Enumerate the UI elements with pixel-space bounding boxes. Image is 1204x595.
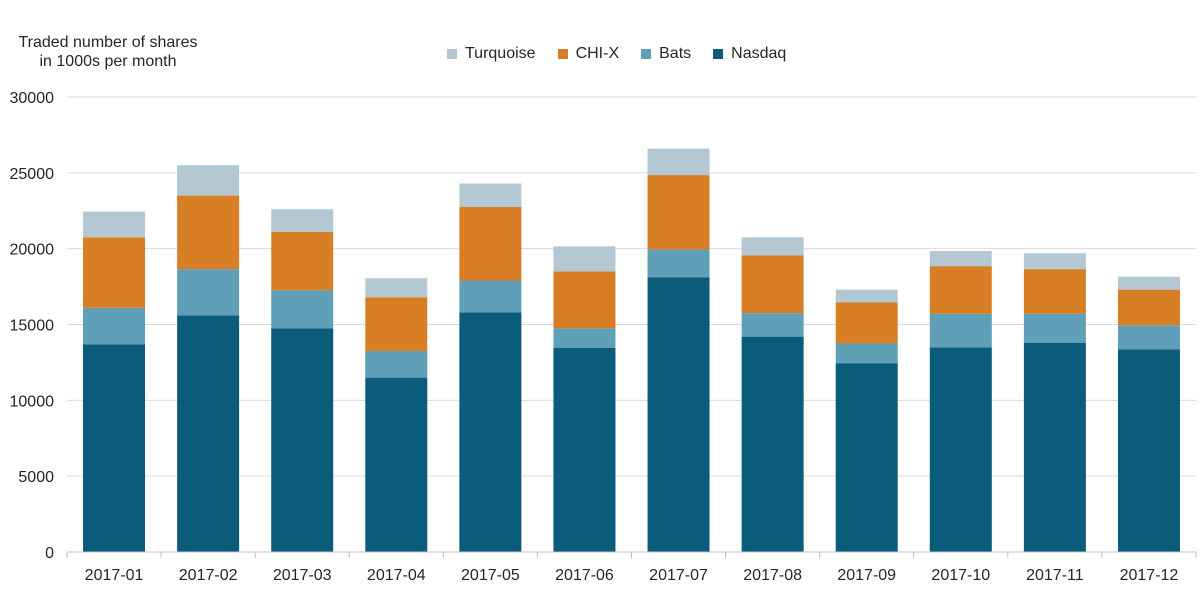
y-axis-title: Traded number of shares in 1000s per mon… [8, 33, 208, 71]
y-axis-title-line-2: in 1000s per month [39, 53, 177, 70]
bar-turquoise-2017-05 [459, 183, 522, 207]
x-tick-label-2017-01: 2017-01 [85, 567, 144, 584]
bar-bats-2017-05 [459, 280, 522, 313]
legend-item-bats: Bats [641, 45, 691, 63]
bar-chix-2017-12 [1117, 289, 1180, 326]
bar-turquoise-2017-12 [1117, 276, 1180, 290]
legend-swatch-bats [641, 49, 652, 59]
bar-chix-2017-10 [929, 266, 992, 314]
y-tick-label-30000: 30000 [10, 90, 55, 107]
bar-chix-2017-11 [1023, 269, 1086, 314]
legend-label-nasdaq: Nasdaq [731, 45, 787, 62]
x-tick-label-2017-07: 2017-07 [649, 567, 708, 584]
legend-swatch-nasdaq [713, 49, 724, 59]
bar-nasdaq-2017-12 [1117, 349, 1180, 552]
bar-turquoise-2017-02 [177, 165, 240, 196]
bar-bats-2017-04 [365, 351, 428, 378]
bar-chix-2017-05 [459, 206, 522, 281]
bar-bats-2017-06 [553, 328, 616, 349]
bar-bats-2017-07 [647, 249, 710, 278]
bar-nasdaq-2017-02 [177, 315, 240, 552]
bar-bats-2017-01 [83, 307, 146, 345]
y-tick-label-0: 0 [45, 545, 54, 562]
bar-turquoise-2017-01 [83, 211, 146, 238]
x-tick-label-2017-03: 2017-03 [273, 567, 332, 584]
bar-chix-2017-04 [365, 297, 428, 352]
legend-label-turquoise: Turquoise [465, 45, 536, 62]
bar-nasdaq-2017-06 [553, 348, 616, 552]
legend-label-chix: CHI-X [575, 45, 620, 62]
bar-nasdaq-2017-07 [647, 277, 710, 552]
x-tick-label-2017-04: 2017-04 [367, 567, 426, 584]
bar-bats-2017-02 [177, 269, 240, 316]
x-tick-label-2017-09: 2017-09 [837, 567, 896, 584]
bar-nasdaq-2017-05 [459, 312, 522, 552]
bar-nasdaq-2017-01 [83, 344, 146, 552]
legend-item-chix: CHI-X [557, 45, 620, 63]
x-tick-label-2017-11: 2017-11 [1026, 567, 1084, 584]
bar-nasdaq-2017-09 [835, 363, 898, 552]
bar-turquoise-2017-08 [741, 237, 804, 256]
bar-bats-2017-09 [835, 343, 898, 364]
x-tick-label-2017-10: 2017-10 [931, 567, 990, 584]
bar-bats-2017-12 [1117, 325, 1180, 350]
y-tick-label-25000: 25000 [10, 166, 55, 183]
bar-turquoise-2017-04 [365, 278, 428, 298]
x-tick-label-2017-12: 2017-12 [1120, 567, 1179, 584]
bar-nasdaq-2017-11 [1023, 342, 1086, 552]
y-axis-title-line-1: Traded number of shares [18, 34, 198, 51]
legend-swatch-chix [557, 49, 568, 59]
bar-chix-2017-02 [177, 195, 240, 270]
bar-turquoise-2017-09 [835, 289, 898, 303]
legend-swatch-turquoise [447, 49, 457, 59]
bar-bats-2017-03 [271, 290, 334, 329]
y-tick-label-10000: 10000 [10, 393, 55, 410]
bar-chix-2017-01 [83, 237, 146, 308]
bar-turquoise-2017-03 [271, 209, 334, 232]
bar-bats-2017-11 [1023, 313, 1086, 343]
bar-chix-2017-09 [835, 302, 898, 344]
y-tick-label-5000: 5000 [18, 469, 54, 486]
bar-turquoise-2017-07 [647, 148, 710, 176]
x-tick-label-2017-02: 2017-02 [179, 567, 238, 584]
legend-item-nasdaq: Nasdaq [713, 45, 786, 63]
legend: Turquoise CHI-X Bats Nasdaq [447, 45, 786, 63]
legend-item-turquoise: Turquoise [447, 45, 536, 63]
bar-turquoise-2017-11 [1023, 253, 1086, 270]
legend-label-bats: Bats [659, 45, 692, 62]
y-tick-label-15000: 15000 [10, 318, 55, 335]
bar-nasdaq-2017-04 [365, 377, 428, 552]
bar-nasdaq-2017-10 [929, 347, 992, 552]
y-tick-label-20000: 20000 [10, 242, 55, 259]
x-tick-label-2017-06: 2017-06 [555, 567, 614, 584]
bar-turquoise-2017-10 [929, 250, 992, 267]
bar-chix-2017-06 [553, 271, 616, 329]
x-tick-label-2017-08: 2017-08 [743, 567, 802, 584]
bar-turquoise-2017-06 [553, 246, 616, 272]
bar-bats-2017-10 [929, 313, 992, 348]
bar-nasdaq-2017-03 [271, 328, 334, 552]
bar-chix-2017-08 [741, 255, 804, 314]
bar-bats-2017-08 [741, 313, 804, 337]
bar-nasdaq-2017-08 [741, 336, 804, 552]
bar-chix-2017-07 [647, 175, 710, 250]
bar-chix-2017-03 [271, 231, 334, 291]
x-tick-label-2017-05: 2017-05 [461, 567, 520, 584]
